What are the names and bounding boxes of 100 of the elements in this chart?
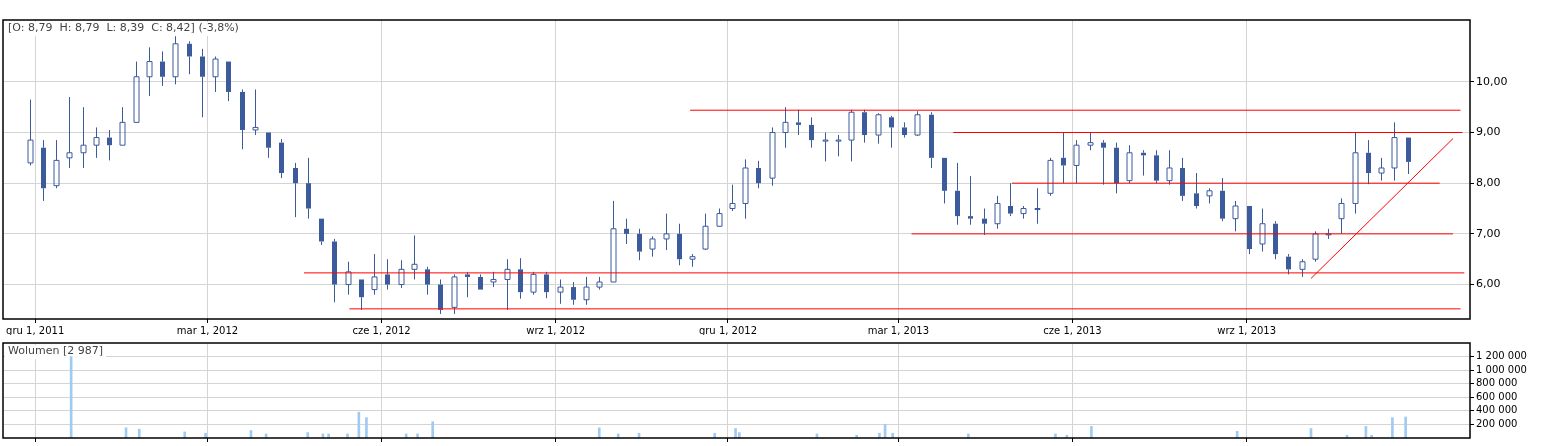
y-tick-label: 1 200 000 (1476, 350, 1527, 362)
candlestick (306, 157, 311, 220)
candlestick (80, 106, 87, 169)
y-tick-label: 1 000 000 (1476, 363, 1527, 375)
candlestick (1220, 177, 1225, 222)
candlestick (1366, 139, 1371, 185)
candlestick (968, 175, 973, 226)
candlestick (66, 96, 73, 169)
candlestick (518, 257, 523, 300)
candlestick (1101, 139, 1106, 186)
x-tick-label: gru 1, 2011 (6, 324, 65, 336)
candlestick (1126, 144, 1133, 184)
candlestick (889, 115, 894, 149)
y-tick-label: 200 000 (1476, 418, 1518, 430)
candlestick (411, 234, 418, 280)
x-tick-label: gru 1, 2012 (698, 324, 758, 336)
candlestick (1391, 121, 1398, 182)
y-tick-label: 10,00 (1476, 74, 1508, 88)
y-tick-label: 7,00 (1476, 226, 1501, 240)
y-tick-label: 8,00 (1476, 176, 1501, 190)
y-tick-label: 9,00 (1476, 125, 1501, 139)
candlestick (1073, 139, 1080, 184)
x-tick-label: cze 1, 2013 (1043, 324, 1102, 336)
candlestick (319, 218, 324, 246)
candlestick (119, 106, 126, 146)
candlestick (385, 258, 390, 291)
candlestick (93, 126, 100, 159)
candlestick (796, 109, 801, 136)
candlestick (982, 208, 987, 236)
bar (1090, 426, 1093, 438)
candlestick (146, 46, 153, 97)
x-tick-label: wrz 1, 2013 (1217, 324, 1277, 336)
candlestick (41, 139, 46, 202)
chart-title: Wolumen [2 987] (8, 344, 104, 358)
candlestick (371, 253, 378, 296)
candlestick (438, 278, 443, 315)
candlestick (200, 48, 205, 118)
candlestick (571, 281, 576, 306)
candlestick (332, 238, 337, 303)
bar (1391, 417, 1394, 438)
candlestick (649, 235, 656, 258)
candlestick (862, 109, 867, 144)
candlestick (902, 121, 907, 139)
x-tick-label: mar 1, 2013 (867, 324, 930, 336)
bar (734, 428, 737, 438)
candlestick (835, 134, 842, 157)
x-tick-label: wrz 1, 2012 (526, 324, 586, 336)
y-tick-label: 400 000 (1476, 404, 1518, 416)
candlestick (822, 132, 829, 162)
candlestick (279, 138, 284, 179)
candlestick (107, 129, 112, 161)
bar (597, 427, 601, 438)
candlestick (1061, 132, 1066, 184)
candlestick (240, 88, 245, 150)
candlestick (212, 55, 219, 93)
x-tick-label: cze 1, 2012 (352, 324, 411, 336)
candlestick (557, 278, 564, 305)
candlestick (252, 88, 259, 136)
candlestick (955, 162, 960, 226)
candlestick (848, 109, 855, 162)
candlestick (172, 35, 179, 85)
candlestick (742, 158, 749, 220)
candlestick (1273, 220, 1278, 260)
annotation: [O: 8,79 H: 8,79 L: 8,39 C: 8,42] (-3,8%) (8, 21, 239, 35)
candlestick (637, 228, 642, 261)
bar (137, 428, 141, 438)
candlestick (1034, 187, 1041, 225)
candlestick (1247, 205, 1252, 255)
candlestick (809, 116, 814, 149)
candlestick (53, 139, 60, 189)
candlestick (1114, 142, 1119, 194)
candlestick (769, 126, 776, 187)
candlestick (1352, 132, 1359, 215)
candlestick (729, 184, 736, 212)
candlestick (187, 40, 192, 75)
y-tick-label: 600 000 (1476, 390, 1518, 402)
candlestick (1166, 149, 1173, 186)
bar (431, 421, 435, 438)
bar (1404, 416, 1407, 438)
candlestick (610, 200, 617, 283)
candlestick (994, 195, 1001, 230)
candlestick (345, 261, 352, 296)
candlestick (504, 258, 511, 311)
candlestick (677, 223, 682, 266)
candlestick (624, 218, 629, 245)
candlestick (929, 111, 934, 169)
candlestick (266, 132, 271, 159)
candlestick (1180, 157, 1185, 202)
candlestick (583, 276, 590, 306)
candlestick (478, 273, 483, 290)
y-tick-label: 800 000 (1476, 377, 1518, 389)
y-tick-label: 6,00 (1476, 277, 1501, 291)
candlestick (756, 160, 761, 189)
candlestick (293, 162, 298, 218)
candlestick (1406, 137, 1411, 175)
candlestick (663, 213, 670, 251)
candlestick (226, 61, 231, 102)
candlestick (782, 106, 789, 149)
candlestick (1008, 182, 1013, 217)
candlestick (160, 50, 165, 87)
